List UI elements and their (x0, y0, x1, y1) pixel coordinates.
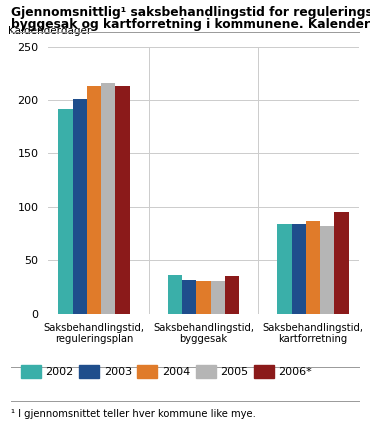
Bar (306, 221, 320, 314)
Bar (292, 224, 306, 314)
Bar (320, 226, 334, 314)
Bar (196, 281, 211, 314)
Bar (101, 83, 115, 314)
Bar (73, 99, 87, 314)
Bar (182, 279, 196, 314)
Bar (334, 212, 349, 314)
Bar (168, 275, 182, 314)
Legend: 2002, 2003, 2004, 2005, 2006*: 2002, 2003, 2004, 2005, 2006* (17, 361, 316, 382)
Text: Kaldenderdager: Kaldenderdager (8, 26, 91, 36)
Bar (225, 276, 239, 314)
Bar (211, 281, 225, 314)
Bar (115, 86, 130, 314)
Text: byggesak og kartforretning i kommunene. Kalenderdager: byggesak og kartforretning i kommunene. … (11, 18, 370, 31)
Bar (58, 109, 73, 314)
Bar (278, 224, 292, 314)
Text: Gjennomsnittlig¹ saksbehandlingstid for reguleringsplan,: Gjennomsnittlig¹ saksbehandlingstid for … (11, 6, 370, 20)
Text: ¹ I gjennomsnittet teller hver kommune like mye.: ¹ I gjennomsnittet teller hver kommune l… (11, 409, 256, 419)
Bar (87, 86, 101, 314)
